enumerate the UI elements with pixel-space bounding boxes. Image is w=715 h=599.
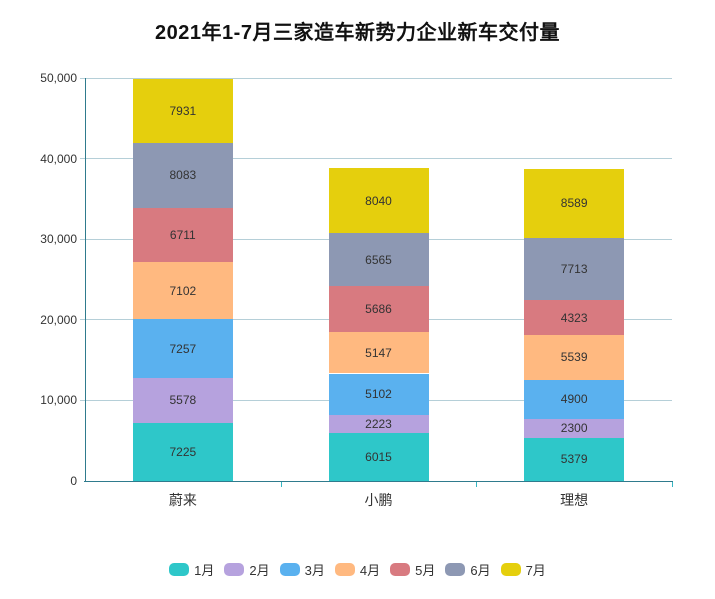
- legend-swatch-icon: [445, 563, 466, 576]
- y-axis-tick-label: 30,000: [40, 232, 77, 247]
- legend-swatch-icon: [500, 563, 521, 576]
- legend-swatch-icon: [169, 563, 190, 576]
- y-axis-tick-label: 20,000: [40, 312, 77, 327]
- legend-item-7月[interactable]: 7月: [500, 560, 546, 579]
- bar-segment-value: 5539: [560, 350, 588, 365]
- bar-segment-理想-2月[interactable]: 2300: [524, 419, 625, 438]
- bar-segment-蔚来-2月[interactable]: 5578: [132, 377, 233, 423]
- bar-segment-理想-4月[interactable]: 5539: [524, 334, 625, 380]
- bar-segment-小鹏-1月[interactable]: 6015: [328, 432, 429, 481]
- legend-label: 1月: [194, 563, 215, 578]
- bar-segment-value: 5147: [365, 345, 392, 360]
- bar-segment-value: 6711: [169, 228, 196, 243]
- stacked-bar-小鹏: 6015 2223 5102 5147 5686 6565 8040: [328, 78, 429, 481]
- legend-item-4月[interactable]: 4月: [334, 560, 381, 579]
- legend-label: 3月: [304, 563, 325, 578]
- bar-segment-value: 4900: [560, 392, 588, 407]
- bar-segment-value: 8040: [365, 193, 392, 208]
- stacked-bar-理想: 5379 2300 4900 5539 4323 7713 8589: [524, 78, 625, 481]
- y-axis-tick-label: 40,000: [40, 151, 77, 166]
- x-axis-category-label: 小鹏: [364, 492, 393, 508]
- bar-segment-小鹏-2月[interactable]: 2223: [328, 414, 429, 433]
- y-axis-tick-label: 10,000: [40, 393, 77, 408]
- bar-segment-理想-7月[interactable]: 8589: [524, 168, 625, 238]
- bar-segment-value: 2300: [560, 421, 588, 436]
- bar-segment-value: 7713: [560, 262, 588, 277]
- legend-item-5月[interactable]: 5月: [390, 560, 435, 579]
- bar-segment-理想-3月[interactable]: 4900: [524, 379, 625, 420]
- bar-segment-value: 7931: [169, 103, 197, 118]
- legend-swatch-icon: [279, 563, 300, 576]
- bar-segment-value: 4323: [560, 310, 588, 325]
- bar-segment-value: 7257: [169, 341, 197, 356]
- x-axis-tick: [476, 482, 478, 487]
- legend-swatch-icon: [224, 563, 245, 576]
- legend-swatch-icon: [334, 563, 355, 576]
- bar-segment-蔚来-4月[interactable]: 7102: [132, 262, 233, 320]
- legend-label: 7月: [525, 563, 546, 578]
- bar-segment-蔚来-6月[interactable]: 8083: [132, 142, 233, 208]
- bar-segment-小鹏-3月[interactable]: 5102: [328, 373, 429, 415]
- bar-segment-value: 6565: [365, 252, 392, 267]
- x-axis-tick: [280, 482, 282, 487]
- legend-label: 2月: [249, 563, 270, 578]
- legend-swatch-icon: [390, 563, 411, 576]
- bar-segment-value: 6015: [365, 449, 392, 464]
- bar-segment-value: 7102: [169, 283, 197, 298]
- bar-segment-小鹏-6月[interactable]: 6565: [328, 233, 429, 287]
- bar-segment-小鹏-7月[interactable]: 8040: [328, 168, 429, 234]
- x-axis-tick: [672, 482, 673, 487]
- stacked-bar-蔚来: 7225 5578 7257 7102 6711 8083 7931: [132, 78, 233, 481]
- bar-segment-value: 5102: [365, 387, 392, 402]
- bar-segment-理想-1月[interactable]: 5379: [524, 437, 625, 481]
- bar-segment-小鹏-5月[interactable]: 5686: [328, 286, 429, 332]
- legend-item-2月[interactable]: 2月: [224, 560, 270, 579]
- legend-label: 6月: [470, 563, 491, 578]
- gridline: [80, 77, 672, 79]
- x-axis-category-label: 理想: [560, 492, 589, 508]
- legend: 1月 2月 3月 4月 5月 6月 7月: [0, 560, 715, 579]
- bar-segment-蔚来-3月[interactable]: 7257: [132, 319, 233, 378]
- bar-segment-蔚来-5月[interactable]: 6711: [132, 208, 233, 263]
- y-axis-tick-label: 0: [70, 474, 77, 488]
- bar-segment-value: 2223: [365, 416, 392, 431]
- bar-segment-理想-5月[interactable]: 4323: [524, 300, 625, 335]
- bar-segment-value: 8083: [169, 168, 197, 183]
- y-axis-line: [85, 78, 86, 481]
- x-axis-category-label: 蔚来: [168, 492, 197, 508]
- legend-item-1月[interactable]: 1月: [169, 560, 214, 579]
- bar-segment-理想-6月[interactable]: 7713: [524, 237, 625, 301]
- bar-segment-value: 7225: [169, 444, 197, 459]
- bar-segment-value: 5686: [365, 302, 392, 317]
- bar-segment-value: 5578: [169, 393, 197, 408]
- legend-label: 5月: [415, 563, 436, 578]
- y-axis-tick-label: 50,000: [40, 71, 77, 85]
- legend-item-6月[interactable]: 6月: [445, 560, 491, 579]
- chart-title: 2021年1-7月三家造车新势力企业新车交付量: [155, 22, 560, 44]
- legend-label: 4月: [359, 563, 381, 578]
- legend-item-3月[interactable]: 3月: [279, 560, 325, 579]
- bar-segment-value: 5379: [560, 452, 588, 467]
- bar-segment-小鹏-4月[interactable]: 5147: [328, 332, 429, 374]
- bar-segment-value: 8589: [560, 196, 588, 211]
- bar-segment-蔚来-7月[interactable]: 7931: [132, 78, 233, 143]
- bar-segment-蔚来-1月[interactable]: 7225: [132, 422, 233, 481]
- x-axis-line: [84, 481, 673, 482]
- gridline: [80, 158, 672, 160]
- plot-area: 0 10,000 20,000 30,000 40,000 50,000 7225 5578…: [40, 72, 673, 508]
